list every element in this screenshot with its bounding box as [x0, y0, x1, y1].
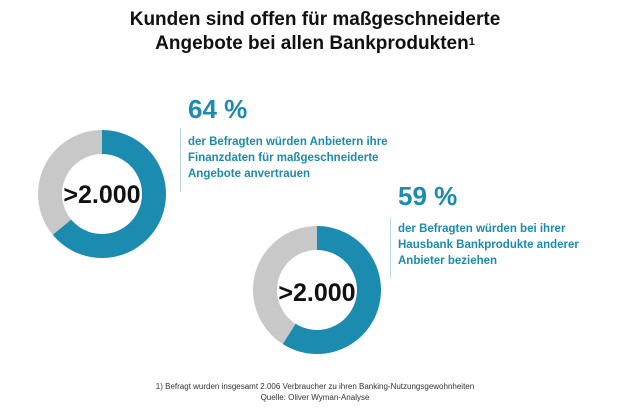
leader-line-1	[180, 128, 211, 192]
donut-1-remainder-slice	[38, 130, 102, 235]
chart-title: Kunden sind offen für maßgeschneiderte A…	[0, 8, 630, 56]
stat-2-percent: 59 %	[398, 181, 458, 211]
stat-1-percent: 64 %	[188, 94, 248, 124]
stat-1-description: der Befragten würden Anbietern ihre Fina…	[188, 136, 388, 180]
source-note: Quelle: Oliver Wyman-Analyse	[260, 393, 370, 402]
donut-1-share-slice	[52, 130, 167, 258]
title-line-2-text: Angebote bei allen Bankprodukten	[155, 33, 469, 54]
title-line-2: Angebote bei allen Bankprodukten1	[0, 32, 630, 56]
footnote: 1) Befragt wurden insgesamt 2.006 Verbra…	[155, 382, 475, 391]
donut-chart-2	[253, 226, 381, 354]
donut-2-share-slice	[282, 226, 381, 354]
stat-2-description: der Befragten würden bei ihrer Hausbank …	[398, 223, 579, 267]
title-footnote-marker: 1	[468, 36, 475, 48]
donut-2-remainder-slice	[253, 226, 317, 345]
donut-2-center-label: >2.000	[278, 279, 356, 307]
leader-line-2	[390, 218, 421, 278]
stat-block-1: 64 % der Befragten würden Anbietern ihre…	[188, 94, 388, 182]
stat-block-2: 59 % der Befragten würden bei ihrer Haus…	[398, 181, 579, 269]
title-line-1: Kunden sind offen für maßgeschneiderte	[129, 9, 501, 30]
donut-chart-1	[38, 130, 167, 258]
donut-1-center-label: >2.000	[63, 181, 141, 209]
